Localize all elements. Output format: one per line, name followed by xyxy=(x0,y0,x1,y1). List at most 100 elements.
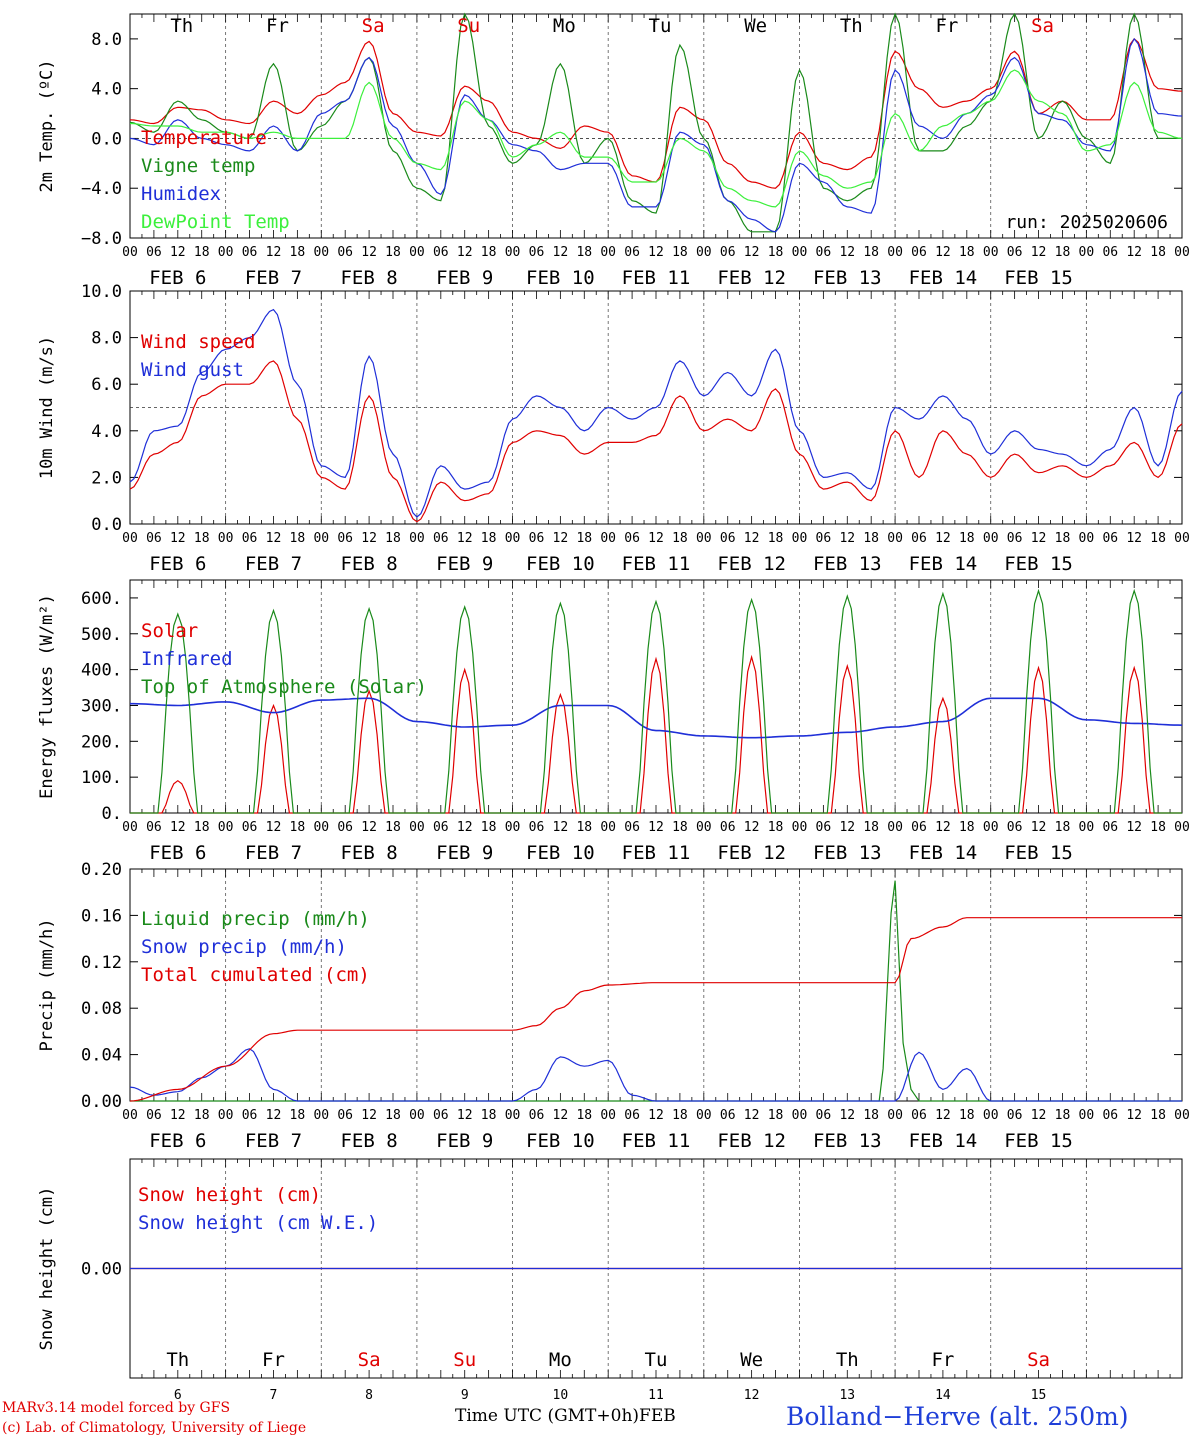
day-label: FEB 11 xyxy=(622,553,691,575)
hour-tick-label: 18 xyxy=(194,820,210,835)
weekday-label: Th xyxy=(840,15,863,37)
hour-tick-label: 00 xyxy=(1079,245,1095,260)
hour-tick-label: 12 xyxy=(935,820,951,835)
hour-tick-label: 00 xyxy=(600,820,616,835)
hour-tick-label: 06 xyxy=(433,531,449,546)
hour-tick-label: 18 xyxy=(576,820,592,835)
hour-tick-label: 06 xyxy=(624,245,640,260)
weekday-label: Fr xyxy=(262,1349,285,1371)
hour-tick-label: 12 xyxy=(361,820,377,835)
y-tick-label: 0.00 xyxy=(81,1092,122,1112)
hour-tick-label: 06 xyxy=(529,820,545,835)
hour-tick-label: 00 xyxy=(696,1108,712,1123)
hour-tick-label: 06 xyxy=(433,245,449,260)
hour-tick-label: 00 xyxy=(313,245,329,260)
hour-tick-label: 12 xyxy=(744,1108,760,1123)
hour-tick-label: 00 xyxy=(1079,820,1095,835)
day-number-label: 7 xyxy=(270,1388,278,1403)
y-tick-label: 8.0 xyxy=(91,329,122,349)
hour-tick-label: 12 xyxy=(744,245,760,260)
hour-tick-label: 06 xyxy=(529,245,545,260)
hour-tick-label: 18 xyxy=(290,1108,306,1123)
hour-tick-label: 18 xyxy=(385,531,401,546)
hour-tick-label: 06 xyxy=(242,1108,258,1123)
day-number-label: 13 xyxy=(839,1388,855,1403)
hour-tick-label: 00 xyxy=(792,1108,808,1123)
time-axis-month: FEB xyxy=(639,1406,676,1426)
hour-tick-label: 06 xyxy=(146,245,162,260)
hour-tick-label: 12 xyxy=(1031,1108,1047,1123)
day-label: FEB 10 xyxy=(526,842,595,864)
hour-tick-label: 12 xyxy=(1031,245,1047,260)
hour-tick-label: 12 xyxy=(648,820,664,835)
hour-tick-label: 06 xyxy=(816,245,832,260)
hour-tick-label: 06 xyxy=(433,820,449,835)
hour-tick-label: 06 xyxy=(337,820,353,835)
day-label: FEB 14 xyxy=(909,267,978,289)
hour-tick-label: 06 xyxy=(1007,820,1023,835)
day-label: FEB 13 xyxy=(813,553,882,575)
day-label: FEB 11 xyxy=(622,1130,691,1152)
hour-tick-label: 12 xyxy=(457,531,473,546)
weekday-label: We xyxy=(744,15,767,37)
hour-tick-label: 12 xyxy=(361,245,377,260)
hour-tick-label: 00 xyxy=(983,820,999,835)
hour-tick-label: 12 xyxy=(170,820,186,835)
hour-tick-label: 00 xyxy=(409,245,425,260)
series-dewpoint-temp xyxy=(129,69,1183,208)
hour-tick-label: 18 xyxy=(672,1108,688,1123)
y-tick-label: 0.04 xyxy=(81,1046,122,1066)
panel-frame xyxy=(129,13,1183,239)
hour-tick-label: 18 xyxy=(194,1108,210,1123)
series-total-cumulated-cm- xyxy=(129,917,1182,1102)
hour-tick-label: 12 xyxy=(553,245,569,260)
hour-tick-label: 00 xyxy=(122,820,138,835)
hour-tick-label: 18 xyxy=(863,245,879,260)
hour-tick-label: 00 xyxy=(1174,531,1190,546)
hour-tick-label: 18 xyxy=(385,245,401,260)
day-number-label: 6 xyxy=(174,1388,182,1403)
hour-tick-label: 00 xyxy=(1174,245,1190,260)
hour-tick-label: 00 xyxy=(600,245,616,260)
legend-entry: Wind gust xyxy=(141,359,244,381)
hour-tick-label: 18 xyxy=(194,245,210,260)
day-label: FEB 8 xyxy=(340,553,397,575)
day-label: FEB 7 xyxy=(245,553,302,575)
day-label: FEB 10 xyxy=(526,267,595,289)
hour-tick-label: 12 xyxy=(457,1108,473,1123)
hour-tick-label: 00 xyxy=(1079,531,1095,546)
hour-tick-label: 00 xyxy=(792,245,808,260)
hour-tick-label: 12 xyxy=(553,820,569,835)
hour-tick-label: 18 xyxy=(1055,531,1071,546)
hour-tick-label: 18 xyxy=(672,820,688,835)
time-axis-label-text: Time UTC (GMT+0h) xyxy=(455,1406,640,1426)
hour-tick-label: 06 xyxy=(624,531,640,546)
series-infrared xyxy=(130,697,1183,739)
y-tick-label: 600. xyxy=(81,589,122,609)
hour-tick-label: 12 xyxy=(457,245,473,260)
day-number-label: 11 xyxy=(648,1388,664,1403)
day-label: FEB 15 xyxy=(1004,553,1073,575)
hour-tick-label: 18 xyxy=(385,820,401,835)
hour-tick-label: 00 xyxy=(696,245,712,260)
hour-tick-label: 12 xyxy=(361,1108,377,1123)
hour-tick-label: 12 xyxy=(170,1108,186,1123)
y-tick-label: 300. xyxy=(81,696,122,716)
hour-tick-label: 18 xyxy=(863,531,879,546)
hour-tick-label: 12 xyxy=(266,1108,282,1123)
hour-tick-label: 00 xyxy=(887,531,903,546)
hour-tick-label: 18 xyxy=(863,820,879,835)
day-label: FEB 13 xyxy=(813,1130,882,1152)
hour-tick-label: 06 xyxy=(1102,245,1118,260)
day-label: FEB 14 xyxy=(909,1130,978,1152)
hour-tick-label: 06 xyxy=(242,531,258,546)
y-tick-label: 500. xyxy=(81,625,122,645)
hour-tick-label: 12 xyxy=(744,820,760,835)
time-axis-label: Time UTC (GMT+0h)FEB xyxy=(455,1406,676,1426)
panel-wind xyxy=(129,290,1183,525)
hour-tick-label: 06 xyxy=(720,245,736,260)
hour-tick-label: 06 xyxy=(624,820,640,835)
day-label: FEB 12 xyxy=(717,267,786,289)
hour-tick-label: 18 xyxy=(1055,820,1071,835)
y-tick-label: 0.00 xyxy=(81,1260,122,1280)
